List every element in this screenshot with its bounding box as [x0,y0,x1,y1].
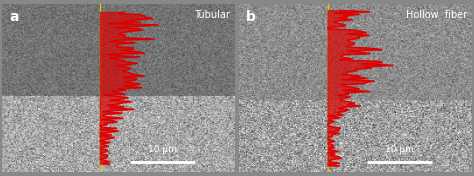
Text: 10 μm: 10 μm [385,145,414,154]
Text: b: b [246,10,256,24]
Text: 10 μm: 10 μm [148,145,177,154]
Text: Tubular: Tubular [194,10,230,20]
Text: a: a [9,10,19,24]
Text: Hollow  fiber: Hollow fiber [406,10,467,20]
